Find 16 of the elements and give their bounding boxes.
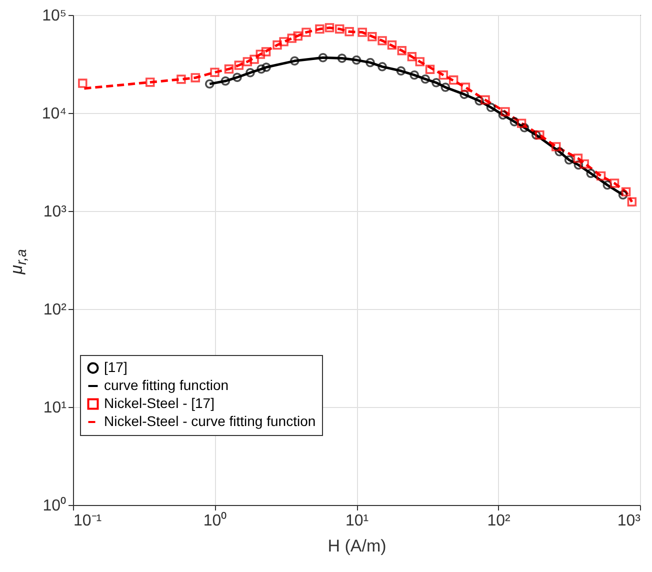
y-tick-label: 10⁵ [42,8,66,24]
y-tick-label: 10⁰ [42,496,66,514]
x-tick-label: 10² [487,512,511,530]
x-tick-label: 10¹ [345,512,369,530]
x-tick-label: 10⁰ [203,512,228,530]
x-axis-title: H (A/m) [328,536,386,556]
x-tick-label: 10⁻¹ [74,512,102,530]
y-tick-label: 10² [43,302,68,318]
y-tick-label: 10¹ [43,400,66,416]
legend-label: Nickel-Steel - curve fitting function [104,413,316,429]
legend-label: [17] [104,359,128,375]
legend-label: Nickel-Steel - [17] [104,395,214,411]
y-tick-label: 10⁴ [42,106,67,122]
legend-label: curve fitting function [104,377,229,393]
y-tick-label: 10³ [43,204,68,220]
x-tick-label: 10³ [617,512,642,530]
